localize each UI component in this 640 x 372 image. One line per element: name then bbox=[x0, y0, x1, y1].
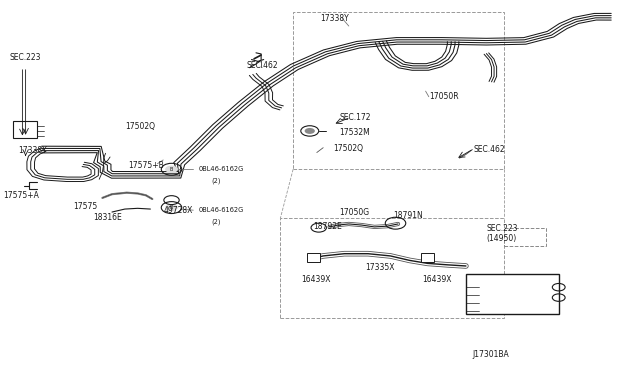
FancyBboxPatch shape bbox=[466, 274, 559, 314]
Text: 17338Y: 17338Y bbox=[18, 146, 47, 155]
Text: SEC.223: SEC.223 bbox=[10, 53, 41, 62]
Text: (14950): (14950) bbox=[486, 234, 516, 243]
Text: 49728X: 49728X bbox=[163, 206, 193, 215]
Text: B: B bbox=[170, 205, 173, 210]
Circle shape bbox=[165, 204, 178, 211]
Circle shape bbox=[305, 128, 315, 134]
Circle shape bbox=[165, 166, 178, 173]
Text: J17301BA: J17301BA bbox=[472, 350, 509, 359]
Text: 16439X: 16439X bbox=[422, 275, 452, 284]
Bar bbox=[293, 12, 504, 169]
Bar bbox=[504, 228, 546, 246]
Text: 17575+B: 17575+B bbox=[128, 161, 164, 170]
Text: SEC.462: SEC.462 bbox=[246, 61, 278, 70]
Text: 17575+A: 17575+A bbox=[3, 191, 39, 200]
Text: 0BL46-6162G: 0BL46-6162G bbox=[198, 166, 244, 172]
Text: 18316E: 18316E bbox=[93, 213, 122, 222]
Text: 16439X: 16439X bbox=[301, 275, 330, 284]
Text: 17335X: 17335X bbox=[365, 263, 394, 272]
Text: 17050R: 17050R bbox=[429, 92, 458, 101]
Bar bbox=[280, 218, 504, 318]
Text: SEC.462: SEC.462 bbox=[474, 145, 505, 154]
Text: SEC.223: SEC.223 bbox=[486, 224, 518, 233]
Text: (2): (2) bbox=[211, 218, 221, 225]
Text: 17502Q: 17502Q bbox=[125, 122, 155, 131]
Text: 17050G: 17050G bbox=[339, 208, 369, 217]
Text: 17338Y: 17338Y bbox=[320, 14, 349, 23]
Text: 18792E: 18792E bbox=[314, 222, 342, 231]
Bar bbox=[421, 253, 434, 262]
Text: 17532M: 17532M bbox=[339, 128, 370, 137]
Text: 17575: 17575 bbox=[74, 202, 98, 211]
Text: 17502Q: 17502Q bbox=[333, 144, 363, 153]
Text: 0BL46-6162G: 0BL46-6162G bbox=[198, 207, 244, 213]
Bar bbox=[13, 121, 37, 138]
Text: B: B bbox=[170, 167, 173, 172]
Text: 18791N: 18791N bbox=[394, 211, 423, 220]
Text: SEC.172: SEC.172 bbox=[339, 113, 371, 122]
Text: (2): (2) bbox=[211, 177, 221, 184]
Bar bbox=[307, 253, 320, 262]
